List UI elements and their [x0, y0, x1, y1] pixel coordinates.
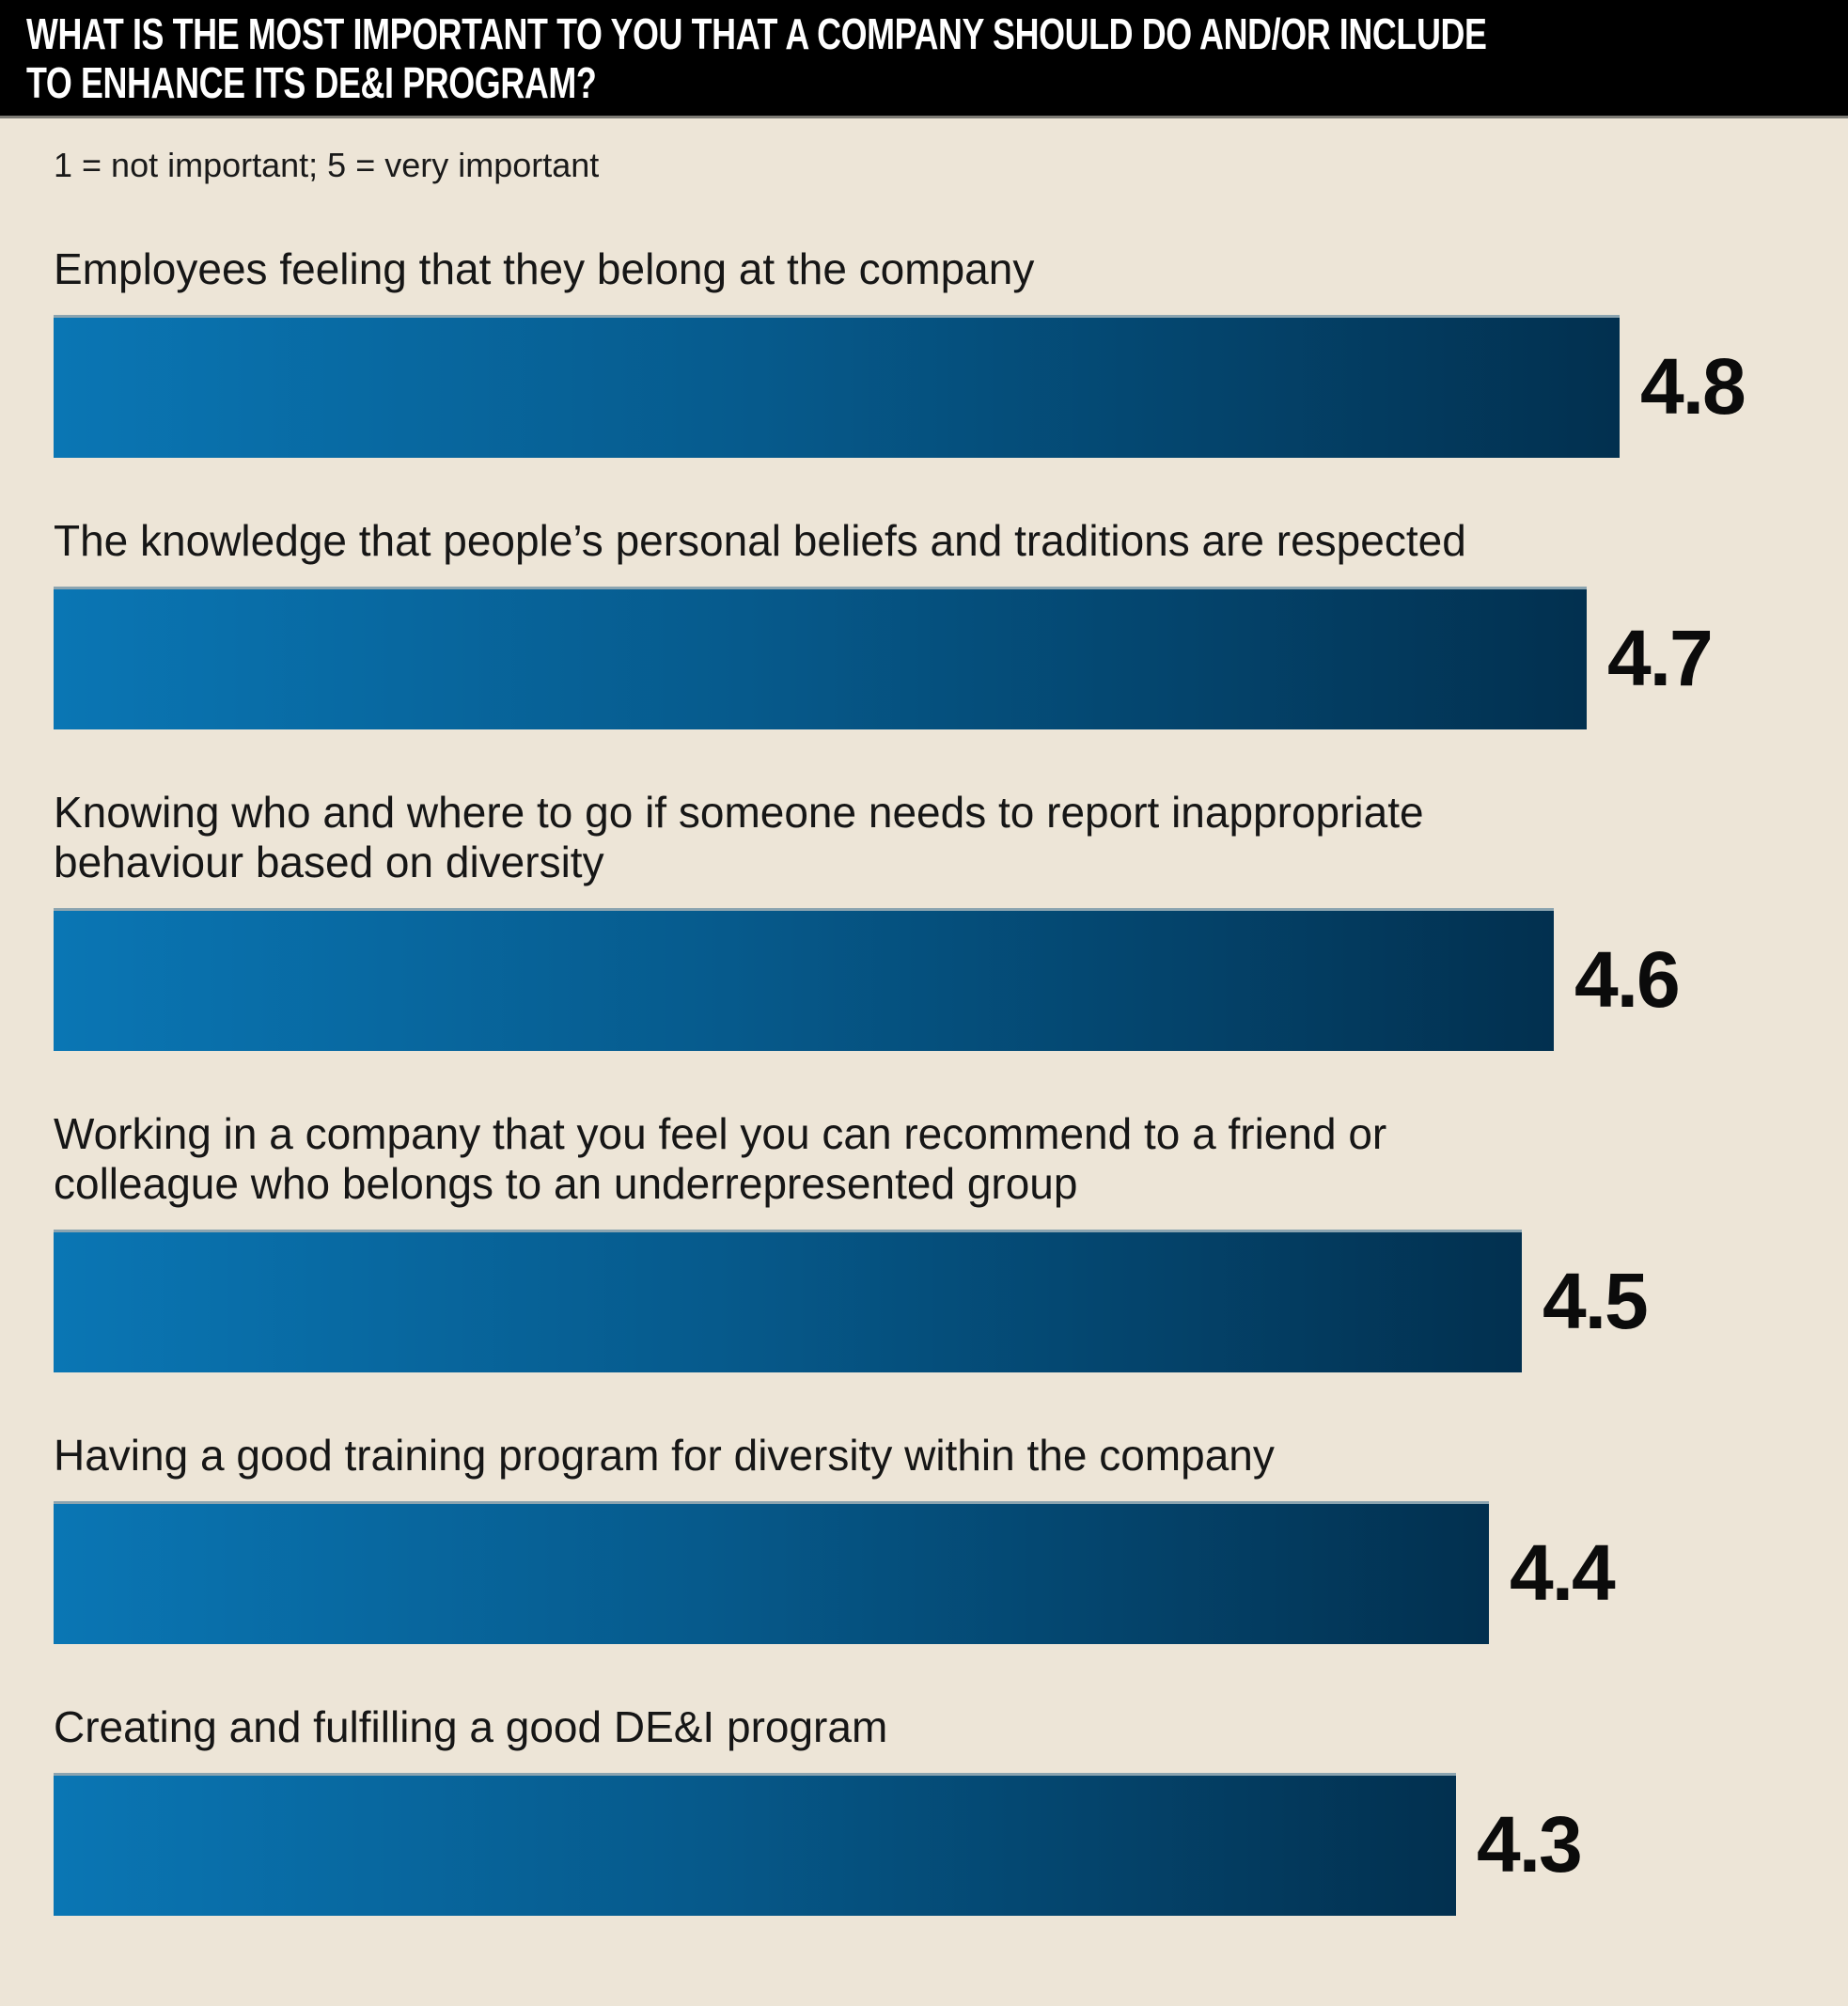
bar-value: 4.5 — [1543, 1257, 1649, 1345]
bar-label: Working in a company that you feel you c… — [54, 1109, 1387, 1208]
bar-line: 4.6 — [54, 908, 1848, 1051]
bar-value: 4.6 — [1574, 935, 1681, 1024]
chart-title-bar: WHAT IS THE MOST IMPORTANT TO YOU THAT A… — [0, 0, 1848, 118]
bar-line: 4.8 — [54, 315, 1848, 458]
bar-line: 4.3 — [54, 1773, 1848, 1916]
chart-title: WHAT IS THE MOST IMPORTANT TO YOU THAT A… — [26, 9, 1487, 107]
bar-value: 4.8 — [1640, 342, 1746, 431]
bar-line: 4.5 — [54, 1230, 1848, 1372]
bar-row: Having a good training program for diver… — [54, 1431, 1848, 1644]
chart-scale-note: 1 = not important; 5 = very important — [54, 146, 600, 184]
bar — [54, 1773, 1456, 1916]
bar — [54, 1230, 1522, 1372]
bar-label: Knowing who and where to go if someone n… — [54, 788, 1424, 886]
bar-label: The knowledge that people’s personal bel… — [54, 516, 1466, 565]
bar-row: The knowledge that people’s personal bel… — [54, 516, 1848, 729]
bar-label: Creating and fulfilling a good DE&I prog… — [54, 1702, 888, 1751]
bar-line: 4.4 — [54, 1501, 1848, 1644]
bar-value: 4.3 — [1477, 1800, 1583, 1888]
bar-row: Employees feeling that they belong at th… — [54, 244, 1848, 458]
bar-row: Working in a company that you feel you c… — [54, 1109, 1848, 1372]
bar — [54, 315, 1620, 458]
bar-rows: Employees feeling that they belong at th… — [0, 244, 1848, 1916]
bar — [54, 1501, 1489, 1644]
bar-label: Employees feeling that they belong at th… — [54, 244, 1035, 293]
bar — [54, 908, 1554, 1051]
bar-line: 4.7 — [54, 587, 1848, 729]
bar-row: Creating and fulfilling a good DE&I prog… — [54, 1702, 1848, 1916]
bar-row: Knowing who and where to go if someone n… — [54, 788, 1848, 1051]
bar-value: 4.4 — [1510, 1528, 1616, 1617]
bar-label: Having a good training program for diver… — [54, 1431, 1275, 1480]
bar-value: 4.7 — [1607, 614, 1714, 702]
bar — [54, 587, 1587, 729]
